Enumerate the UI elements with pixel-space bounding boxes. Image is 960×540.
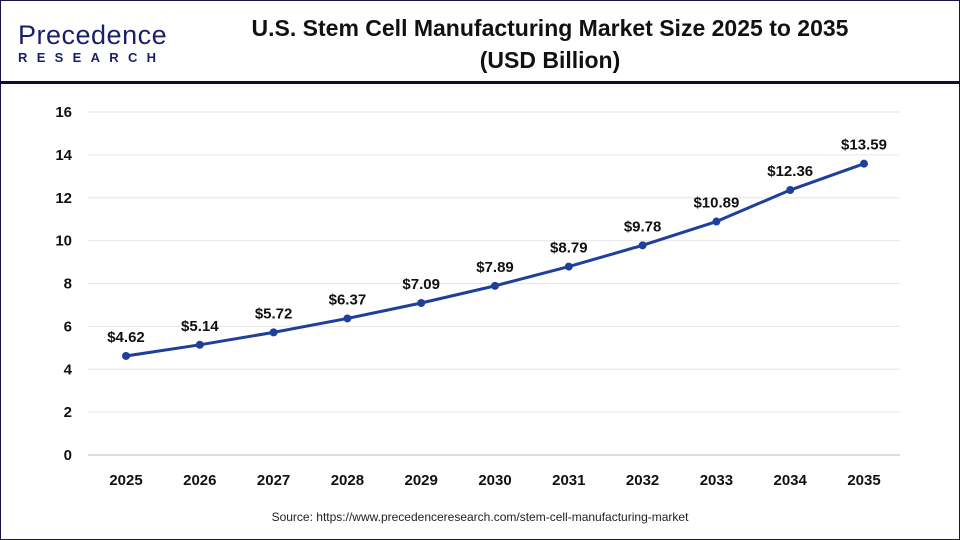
x-tick-label: 2025: [109, 472, 142, 489]
precedence-research-logo: Precedence RESEARCH: [18, 20, 168, 66]
title-line-2: (USD Billion): [479, 47, 621, 73]
header: Precedence RESEARCH U.S. Stem Cell Manuf…: [0, 0, 960, 82]
y-tick-label: 8: [64, 276, 72, 293]
y-tick-label: 2: [64, 404, 72, 421]
data-point: [564, 262, 573, 271]
x-tick-label: 2033: [700, 472, 733, 489]
data-point: [786, 186, 795, 195]
data-label: $8.79: [550, 240, 588, 257]
y-tick-label: 16: [55, 104, 72, 121]
data-label: $5.72: [255, 305, 293, 322]
data-label: $12.36: [767, 163, 813, 180]
x-tick-label: 2029: [405, 472, 438, 489]
data-point: [712, 217, 721, 226]
x-tick-label: 2028: [331, 472, 364, 489]
title-line-1: U.S. Stem Cell Manufacturing Market Size…: [251, 15, 849, 41]
data-label: $6.37: [329, 291, 367, 308]
chart-title: U.S. Stem Cell Manufacturing Market Size…: [230, 12, 870, 76]
logo-sub-text: RESEARCH: [18, 50, 166, 65]
x-tick-label: 2030: [478, 472, 511, 489]
x-tick-label: 2031: [552, 472, 585, 489]
data-point: [491, 281, 499, 290]
y-tick-label: 12: [55, 190, 72, 207]
data-point: [638, 241, 647, 250]
data-label: $10.89: [693, 195, 739, 212]
y-tick-label: 0: [64, 447, 72, 464]
data-label: $4.62: [107, 329, 145, 346]
data-point: [343, 314, 352, 323]
x-tick-label: 2032: [626, 472, 659, 489]
data-label: $7.89: [476, 259, 514, 276]
y-tick-label: 6: [64, 318, 72, 335]
data-label: $5.14: [181, 318, 219, 335]
data-point: [122, 351, 130, 360]
x-tick-label: 2027: [257, 472, 290, 489]
data-label: $7.09: [402, 276, 440, 293]
header-divider: [0, 81, 960, 84]
data-point: [269, 328, 278, 337]
data-point: [195, 340, 204, 349]
logo-main-text: Precedence: [18, 20, 168, 50]
source-note: Source: https://www.precedenceresearch.c…: [271, 510, 689, 524]
x-tick-label: 2034: [774, 472, 808, 489]
y-tick-label: 14: [55, 147, 72, 164]
y-tick-label: 4: [64, 361, 73, 378]
data-point: [417, 299, 426, 308]
x-tick-label: 2026: [183, 472, 216, 489]
y-tick-label: 10: [55, 233, 72, 250]
data-label: $9.78: [624, 218, 662, 235]
x-tick-label: 2035: [847, 472, 880, 489]
data-point: [860, 159, 868, 168]
data-label: $13.59: [841, 137, 887, 154]
